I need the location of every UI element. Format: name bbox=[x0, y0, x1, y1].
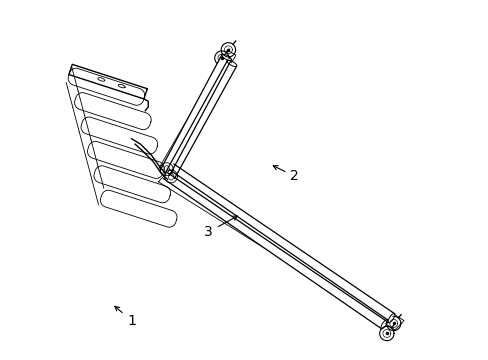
Text: 2: 2 bbox=[273, 166, 299, 183]
Text: 3: 3 bbox=[204, 216, 237, 239]
Polygon shape bbox=[165, 61, 236, 178]
Polygon shape bbox=[167, 164, 394, 323]
Text: 1: 1 bbox=[115, 306, 136, 328]
Polygon shape bbox=[163, 170, 386, 329]
Polygon shape bbox=[160, 55, 231, 175]
